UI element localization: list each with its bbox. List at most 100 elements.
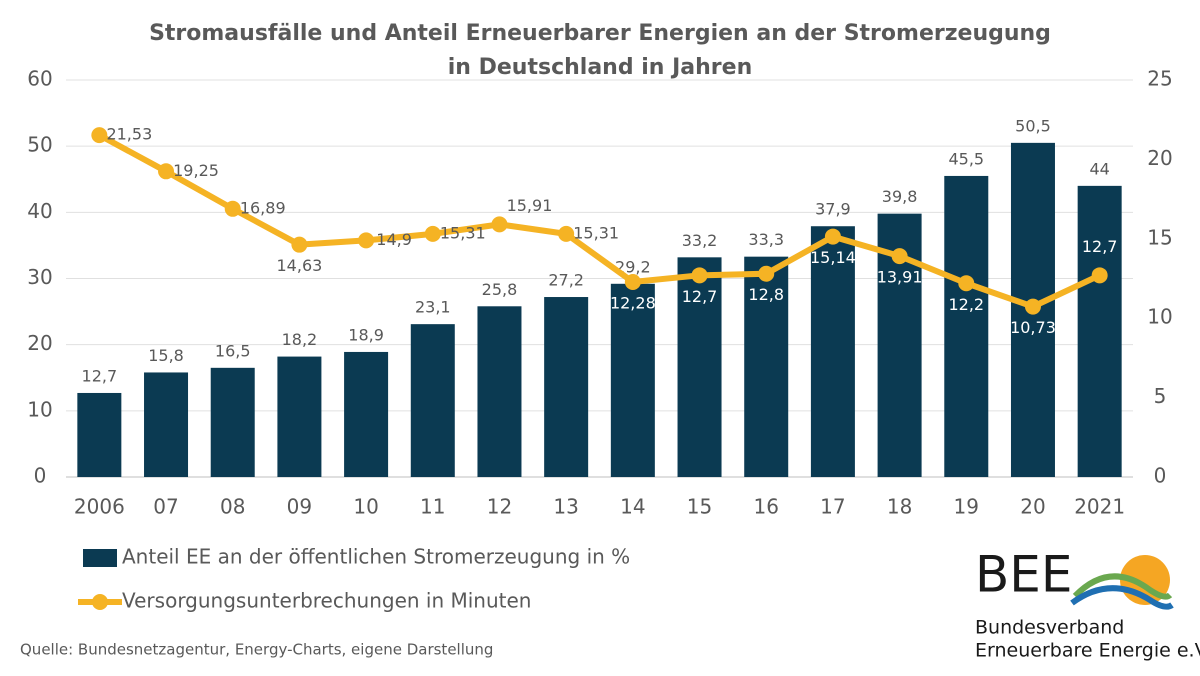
line-marker [358, 232, 375, 249]
data-label: 12,28 [610, 293, 656, 312]
line-marker [1024, 298, 1041, 315]
x-tick-label: 19 [954, 495, 979, 519]
x-tick-label: 08 [220, 495, 245, 519]
data-label: 15,31 [440, 223, 486, 242]
bar [410, 324, 455, 477]
bar [810, 226, 855, 477]
data-label: 50,5 [1015, 116, 1051, 135]
data-label: 12,8 [748, 285, 784, 304]
data-label: 16,5 [215, 341, 251, 360]
source: Quelle: Bundesnetzagentur, Energy-Charts… [20, 641, 493, 659]
line-marker [91, 127, 108, 144]
x-tick-label: 18 [887, 495, 912, 519]
line-marker [758, 265, 775, 282]
legend-swatch [92, 594, 108, 610]
bar [944, 175, 989, 478]
y2-tick-label: 10 [1147, 305, 1172, 329]
bar [544, 297, 589, 477]
data-label: 33,3 [748, 230, 784, 249]
x-tick-label: 17 [820, 495, 845, 519]
bar [477, 306, 522, 477]
y2-tick-label: 0 [1154, 464, 1167, 488]
bar [210, 367, 255, 477]
logo-wave [1070, 585, 1174, 610]
data-label: 15,31 [573, 223, 619, 242]
x-tick-label: 07 [153, 495, 178, 519]
y2-tick-label: 5 [1154, 384, 1167, 408]
bar [144, 372, 189, 477]
bar [677, 257, 722, 477]
line-marker [958, 275, 975, 292]
line-marker [824, 228, 841, 245]
x-tick-label: 16 [753, 495, 778, 519]
x-tick-label: 10 [353, 495, 378, 519]
x-tick-label: 13 [553, 495, 578, 519]
data-label: 14,63 [277, 256, 323, 275]
bar [77, 392, 122, 477]
x-tick-label: 09 [287, 495, 312, 519]
logo-text: Bundesverband [975, 617, 1124, 639]
data-label: 29,2 [615, 257, 651, 276]
data-label: 21,53 [106, 125, 152, 144]
x-tick-label: 12 [487, 495, 512, 519]
x-tick-label: 2006 [74, 495, 125, 519]
line-marker [558, 225, 575, 242]
y-tick-label: 40 [27, 199, 52, 223]
data-label: 12,7 [82, 366, 118, 385]
data-label: 44 [1089, 159, 1109, 178]
y2-tick-label: 25 [1147, 67, 1172, 91]
logo-text: Erneuerbare Energie e.V. [975, 640, 1200, 662]
legend-label: Versorgungsunterbrechungen in Minuten [122, 589, 531, 613]
data-label: 33,2 [682, 231, 718, 250]
y-tick-label: 0 [34, 464, 47, 488]
data-label: 15,91 [507, 196, 553, 215]
line-marker [224, 200, 241, 217]
line-marker [491, 216, 508, 233]
x-tick-label: 20 [1020, 495, 1045, 519]
data-label: 14,9 [376, 230, 412, 249]
data-label: 27,2 [548, 271, 584, 290]
line [97, 132, 1101, 310]
y-tick-label: 60 [27, 67, 52, 91]
legend-label: Anteil EE an der öffentlichen Stromerzeu… [122, 545, 630, 569]
y-tick-label: 10 [27, 397, 52, 421]
data-label: 19,25 [173, 161, 219, 180]
chart-title: in Deutschland in Jahren [448, 55, 752, 80]
data-label: 25,8 [482, 280, 518, 299]
data-label: 18,2 [282, 330, 318, 349]
data-label: 10,73 [1010, 318, 1056, 337]
data-label: 12,7 [682, 287, 718, 306]
y-tick-label: 20 [27, 331, 52, 355]
data-label: 18,9 [348, 325, 384, 344]
data-label: 45,5 [948, 149, 984, 168]
data-label: 39,8 [882, 187, 918, 206]
data-label: 13,91 [877, 268, 923, 287]
bar [344, 351, 389, 477]
legend-swatch [83, 549, 117, 567]
line-marker [624, 273, 641, 290]
data-label: 12,2 [948, 295, 984, 314]
line-marker [691, 267, 708, 284]
x-tick-label: 14 [620, 495, 645, 519]
bar [1077, 185, 1122, 477]
logo-wave [1072, 573, 1173, 600]
data-label: 16,89 [240, 198, 286, 217]
logo: BEE Bundesverband Erneuerbare Energie e.… [975, 546, 1200, 662]
data-label: 12,7 [1082, 237, 1118, 256]
bar [277, 356, 322, 477]
data-label: 15,14 [810, 248, 856, 267]
line-marker [1091, 267, 1108, 284]
data-label: 15,8 [148, 346, 184, 365]
chart-title: Stromausfälle und Anteil Erneuerbarer En… [149, 21, 1051, 46]
y-tick-label: 50 [27, 133, 52, 157]
data-label: 23,1 [415, 298, 451, 317]
line-marker [291, 236, 308, 253]
x-tick-label: 2021 [1074, 495, 1125, 519]
line-marker [424, 225, 441, 242]
bar [744, 256, 789, 477]
x-tick-label: 11 [420, 495, 445, 519]
y2-tick-label: 15 [1147, 225, 1172, 249]
data-label: 37,9 [815, 200, 851, 219]
